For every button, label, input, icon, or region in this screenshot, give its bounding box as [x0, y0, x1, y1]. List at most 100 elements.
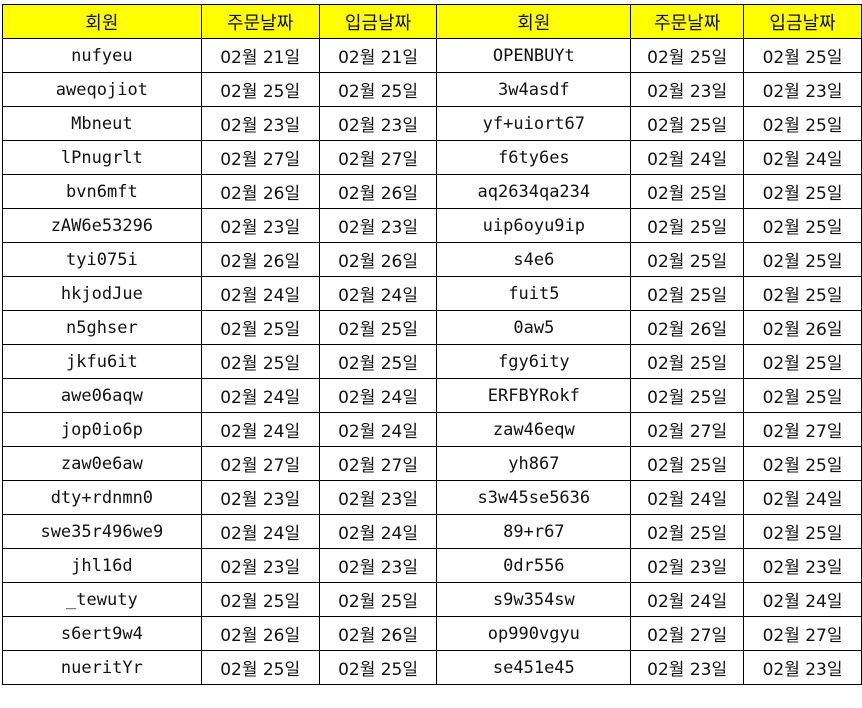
cell-deposit-date[interactable]: 02월 21일: [318, 38, 438, 73]
cell-order-date[interactable]: 02월 24일: [200, 378, 320, 413]
cell-member[interactable]: 89+r67: [436, 514, 632, 549]
cell-member[interactable]: _tewuty: [2, 582, 202, 617]
cell-member[interactable]: fuit5: [436, 276, 632, 311]
cell-order-date[interactable]: 02월 23일: [200, 106, 320, 141]
cell-deposit-date[interactable]: 02월 25일: [743, 378, 862, 413]
cell-deposit-date[interactable]: 02월 25일: [743, 446, 862, 481]
cell-member[interactable]: yh867: [436, 446, 632, 481]
cell-order-date[interactable]: 02월 25일: [630, 276, 745, 311]
cell-order-date[interactable]: 02월 24일: [200, 412, 320, 447]
cell-member[interactable]: tyi075i: [2, 242, 202, 277]
cell-member[interactable]: zaw0e6aw: [2, 446, 202, 481]
cell-member[interactable]: Mbneut: [2, 106, 202, 141]
cell-deposit-date[interactable]: 02월 25일: [743, 208, 862, 243]
cell-member[interactable]: jkfu6it: [2, 344, 202, 379]
cell-deposit-date[interactable]: 02월 25일: [743, 514, 862, 549]
cell-deposit-date[interactable]: 02월 27일: [743, 616, 862, 651]
cell-member[interactable]: swe35r496we9: [2, 514, 202, 549]
cell-member[interactable]: s9w354sw: [436, 582, 632, 617]
cell-order-date[interactable]: 02월 25일: [630, 106, 745, 141]
cell-deposit-date[interactable]: 02월 26일: [318, 242, 438, 277]
cell-deposit-date[interactable]: 02월 24일: [318, 514, 438, 549]
cell-member[interactable]: s3w45se5636: [436, 480, 632, 515]
cell-order-date[interactable]: 02월 24일: [630, 582, 745, 617]
header-member-left[interactable]: 회원: [2, 4, 202, 39]
cell-deposit-date[interactable]: 02월 24일: [318, 276, 438, 311]
cell-order-date[interactable]: 02월 25일: [630, 38, 745, 73]
cell-member[interactable]: zAW6e53296: [2, 208, 202, 243]
cell-member[interactable]: lPnugrlt: [2, 140, 202, 175]
cell-order-date[interactable]: 02월 23일: [630, 650, 745, 685]
cell-order-date[interactable]: 02월 26일: [200, 174, 320, 209]
cell-member[interactable]: s6ert9w4: [2, 616, 202, 651]
cell-deposit-date[interactable]: 02월 23일: [318, 480, 438, 515]
cell-member[interactable]: op990vgyu: [436, 616, 632, 651]
cell-deposit-date[interactable]: 02월 24일: [318, 378, 438, 413]
cell-order-date[interactable]: 02월 25일: [630, 242, 745, 277]
cell-member[interactable]: 0aw5: [436, 310, 632, 345]
cell-deposit-date[interactable]: 02월 23일: [318, 548, 438, 583]
cell-member[interactable]: fgy6ity: [436, 344, 632, 379]
cell-member[interactable]: dty+rdnmn0: [2, 480, 202, 515]
cell-order-date[interactable]: 02월 24일: [200, 514, 320, 549]
cell-member[interactable]: 0dr556: [436, 548, 632, 583]
cell-order-date[interactable]: 02월 25일: [200, 582, 320, 617]
cell-order-date[interactable]: 02월 25일: [200, 344, 320, 379]
cell-order-date[interactable]: 02월 25일: [630, 208, 745, 243]
cell-member[interactable]: f6ty6es: [436, 140, 632, 175]
cell-deposit-date[interactable]: 02월 23일: [318, 208, 438, 243]
cell-deposit-date[interactable]: 02월 23일: [743, 548, 862, 583]
header-deposit-date-right[interactable]: 입금날짜: [743, 4, 862, 39]
cell-member[interactable]: uip6oyu9ip: [436, 208, 632, 243]
cell-deposit-date[interactable]: 02월 25일: [318, 72, 438, 107]
cell-deposit-date[interactable]: 02월 25일: [743, 242, 862, 277]
cell-order-date[interactable]: 02월 25일: [200, 310, 320, 345]
cell-deposit-date[interactable]: 02월 25일: [743, 344, 862, 379]
cell-deposit-date[interactable]: 02월 25일: [743, 276, 862, 311]
cell-deposit-date[interactable]: 02월 25일: [318, 310, 438, 345]
cell-deposit-date[interactable]: 02월 25일: [318, 650, 438, 685]
cell-order-date[interactable]: 02월 24일: [630, 480, 745, 515]
cell-deposit-date[interactable]: 02월 25일: [318, 344, 438, 379]
cell-deposit-date[interactable]: 02월 26일: [318, 174, 438, 209]
cell-order-date[interactable]: 02월 25일: [630, 514, 745, 549]
cell-order-date[interactable]: 02월 23일: [200, 480, 320, 515]
cell-member[interactable]: OPENBUYt: [436, 38, 632, 73]
cell-deposit-date[interactable]: 02월 25일: [318, 582, 438, 617]
cell-order-date[interactable]: 02월 26일: [630, 310, 745, 345]
header-order-date-right[interactable]: 주문날짜: [630, 4, 745, 39]
cell-member[interactable]: ERFBYRokf: [436, 378, 632, 413]
cell-member[interactable]: 3w4asdf: [436, 72, 632, 107]
cell-deposit-date[interactable]: 02월 23일: [743, 650, 862, 685]
cell-order-date[interactable]: 02월 25일: [630, 344, 745, 379]
cell-deposit-date[interactable]: 02월 24일: [318, 412, 438, 447]
cell-order-date[interactable]: 02월 25일: [630, 378, 745, 413]
cell-order-date[interactable]: 02월 23일: [200, 548, 320, 583]
cell-member[interactable]: nufyeu: [2, 38, 202, 73]
cell-member[interactable]: se451e45: [436, 650, 632, 685]
cell-deposit-date[interactable]: 02월 26일: [743, 310, 862, 345]
cell-order-date[interactable]: 02월 25일: [200, 650, 320, 685]
cell-deposit-date[interactable]: 02월 24일: [743, 480, 862, 515]
cell-order-date[interactable]: 02월 24일: [630, 140, 745, 175]
cell-deposit-date[interactable]: 02월 24일: [743, 582, 862, 617]
header-order-date-left[interactable]: 주문날짜: [200, 4, 320, 39]
cell-deposit-date[interactable]: 02월 24일: [743, 140, 862, 175]
cell-member[interactable]: s4e6: [436, 242, 632, 277]
cell-member[interactable]: yf+uiort67: [436, 106, 632, 141]
cell-deposit-date[interactable]: 02월 27일: [318, 446, 438, 481]
cell-order-date[interactable]: 02월 27일: [200, 446, 320, 481]
cell-order-date[interactable]: 02월 23일: [630, 548, 745, 583]
cell-deposit-date[interactable]: 02월 25일: [743, 174, 862, 209]
cell-member[interactable]: aq2634qa234: [436, 174, 632, 209]
cell-deposit-date[interactable]: 02월 27일: [318, 140, 438, 175]
cell-deposit-date[interactable]: 02월 23일: [743, 72, 862, 107]
cell-order-date[interactable]: 02월 24일: [200, 276, 320, 311]
cell-deposit-date[interactable]: 02월 27일: [743, 412, 862, 447]
cell-order-date[interactable]: 02월 26일: [200, 616, 320, 651]
cell-member[interactable]: hkjodJue: [2, 276, 202, 311]
cell-order-date[interactable]: 02월 21일: [200, 38, 320, 73]
cell-deposit-date[interactable]: 02월 26일: [318, 616, 438, 651]
cell-order-date[interactable]: 02월 23일: [200, 208, 320, 243]
cell-member[interactable]: jop0io6p: [2, 412, 202, 447]
